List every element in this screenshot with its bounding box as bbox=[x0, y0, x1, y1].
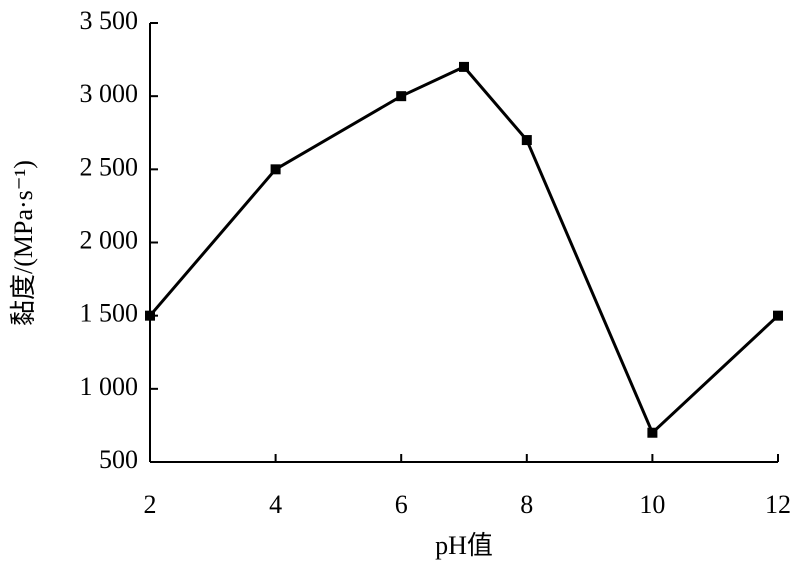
marker bbox=[270, 164, 281, 175]
x-tick-label: 6 bbox=[395, 490, 408, 519]
x-tick-label: 8 bbox=[520, 490, 533, 519]
marker bbox=[521, 135, 532, 146]
y-tick-label: 1 500 bbox=[80, 299, 139, 328]
y-axis-label: 黏度/(MPa·s⁻¹) bbox=[9, 160, 38, 326]
y-tick-label: 500 bbox=[99, 445, 138, 474]
y-tick-label: 2 500 bbox=[80, 152, 139, 181]
x-tick-label: 10 bbox=[639, 490, 665, 519]
x-tick-label: 4 bbox=[269, 490, 282, 519]
line bbox=[148, 65, 780, 436]
marker bbox=[647, 427, 658, 438]
x-axis-label: pH值 bbox=[435, 531, 493, 560]
y-tick-label: 2 000 bbox=[80, 225, 139, 254]
marker bbox=[773, 310, 783, 321]
y-tick-label: 3 500 bbox=[80, 6, 139, 35]
x-tick-label: 12 bbox=[765, 490, 791, 519]
marker bbox=[145, 310, 155, 321]
y-tick-label: 3 000 bbox=[80, 79, 139, 108]
marker bbox=[396, 91, 407, 102]
y-tick-label: 1 000 bbox=[80, 372, 139, 401]
x-tick-label: 2 bbox=[144, 490, 157, 519]
marker bbox=[459, 61, 469, 72]
